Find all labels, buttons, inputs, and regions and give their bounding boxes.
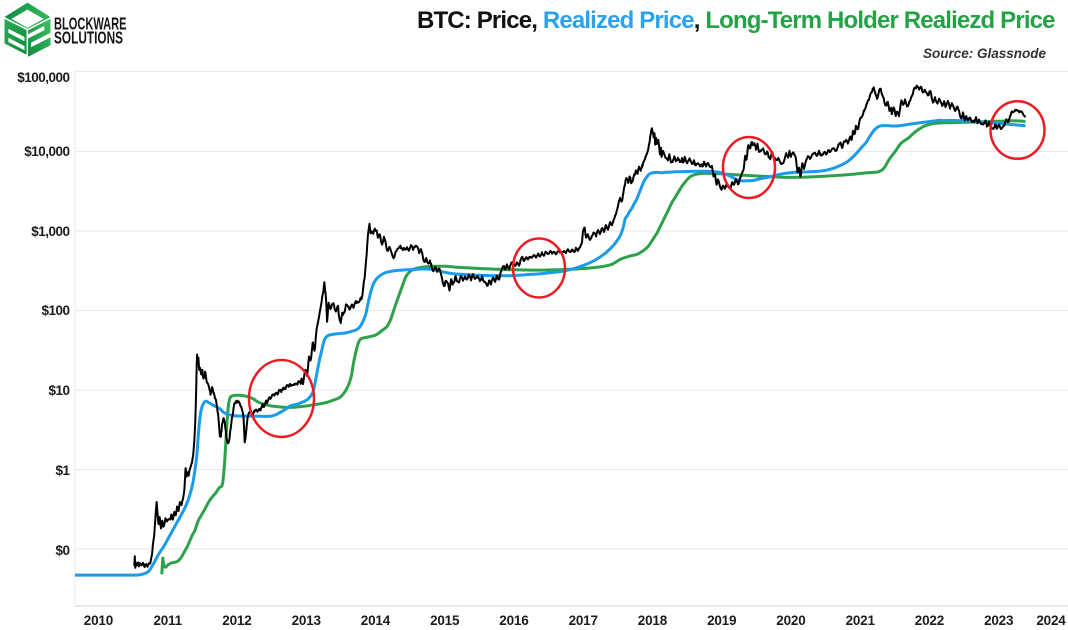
svg-text:BLOCKWARE: BLOCKWARE [54, 13, 127, 33]
svg-text:SOLUTIONS: SOLUTIONS [54, 28, 123, 48]
